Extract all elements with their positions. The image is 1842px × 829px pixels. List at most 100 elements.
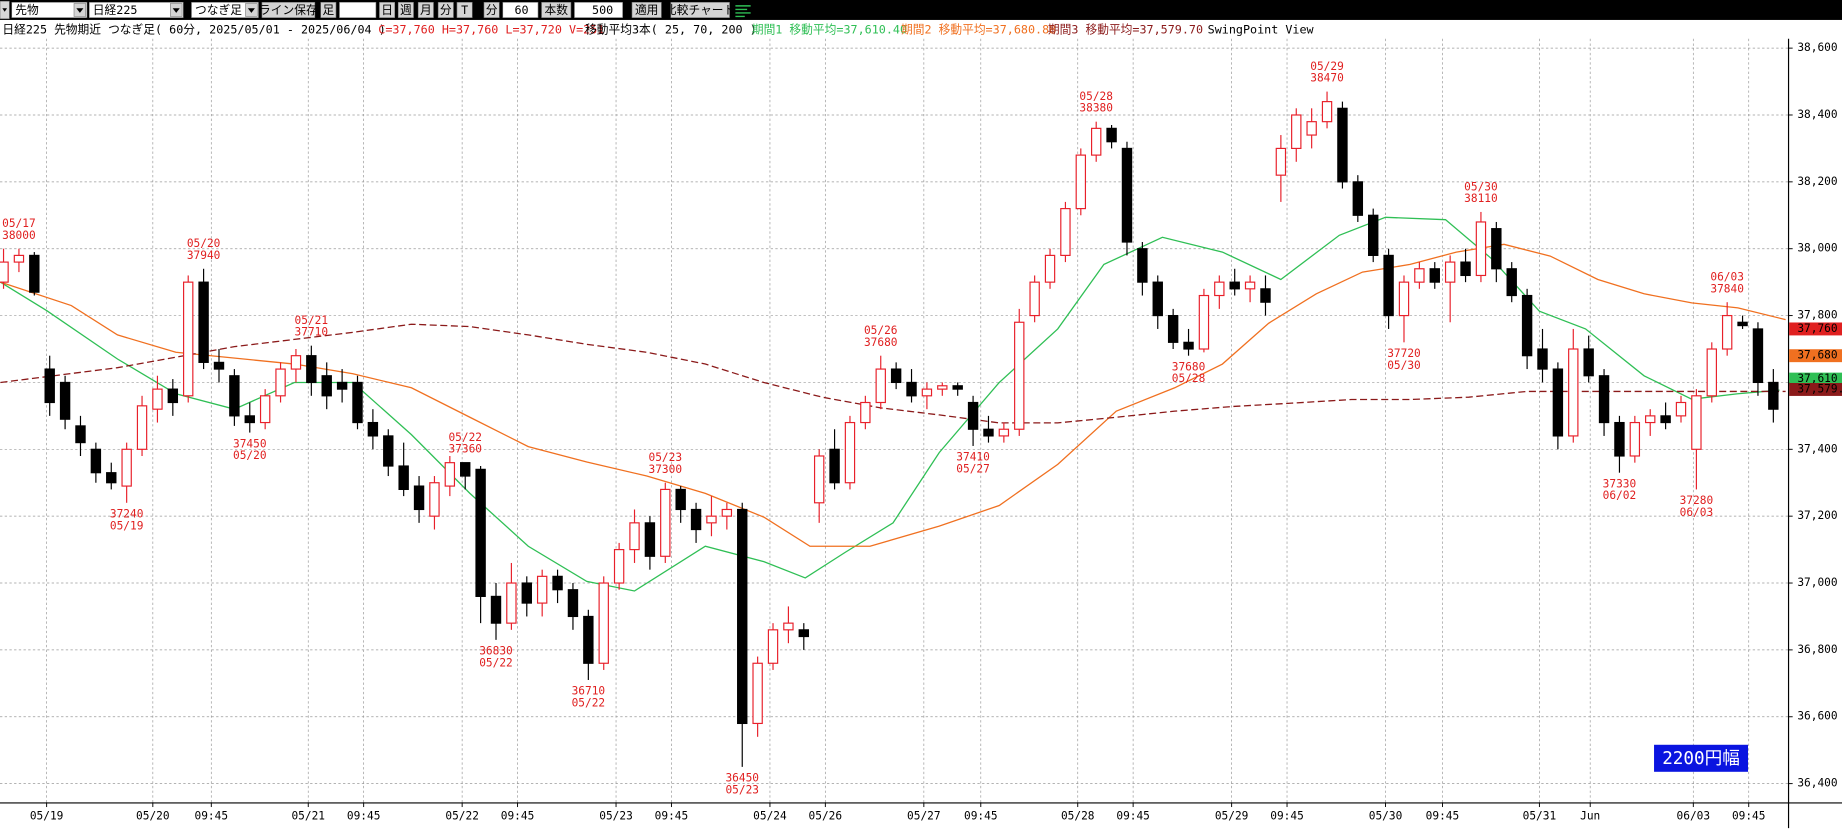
swing-date: 05/30 — [1387, 359, 1421, 372]
chart-icon[interactable] — [734, 2, 752, 18]
toolbar-label: 日経225 — [93, 3, 138, 17]
candle-body — [1645, 415, 1656, 424]
input[interactable] — [502, 2, 539, 18]
candle-body — [737, 508, 748, 725]
button[interactable] — [456, 2, 473, 18]
x-tick-label: 05/24 — [753, 809, 787, 822]
period-input[interactable] — [339, 2, 377, 18]
info-bar — [0, 19, 1842, 39]
button[interactable] — [397, 2, 414, 18]
swing-date: 05/21 — [295, 314, 329, 327]
button[interactable] — [631, 2, 662, 18]
candle-body — [1337, 107, 1348, 183]
toolbar-label: 60 — [514, 3, 528, 17]
candle-body — [1768, 381, 1779, 410]
y-tick-label: 37,800 — [1797, 309, 1837, 322]
swing-date: 05/22 — [479, 656, 513, 669]
toolbar-label: 適用 — [635, 3, 658, 17]
x-tick-label: 09:45 — [1732, 809, 1766, 822]
swing-date: 06/03 — [1710, 271, 1744, 284]
button[interactable] — [541, 2, 572, 18]
candle-body — [783, 622, 794, 631]
candle-body — [967, 401, 979, 430]
candle-body — [598, 582, 609, 664]
x-tick-label: 09:45 — [195, 809, 229, 822]
candle-body — [198, 281, 209, 363]
swing-price: 36710 — [572, 685, 606, 698]
swing-date: 06/02 — [1603, 489, 1637, 502]
y-tick-label: 38,200 — [1797, 175, 1837, 188]
candle-body — [1491, 228, 1502, 270]
candle-body — [44, 368, 55, 404]
toolbar-label: 分 — [486, 3, 498, 17]
swing-date: 05/17 — [2, 217, 36, 230]
candle-body — [1029, 281, 1040, 317]
button[interactable] — [670, 2, 730, 18]
x-tick-label: 05/29 — [1215, 809, 1249, 822]
swing-date: 05/30 — [1464, 180, 1498, 193]
candle-body — [1214, 281, 1225, 297]
candle-body — [767, 629, 779, 664]
dropdown[interactable] — [88, 2, 184, 18]
swing-price: 37680 — [864, 336, 898, 349]
swing-date: 05/23 — [649, 451, 683, 464]
candle-body — [0, 261, 9, 283]
x-tick-label: 09:45 — [1116, 809, 1150, 822]
swing-price: 37360 — [448, 443, 482, 456]
x-tick-label: 05/21 — [291, 809, 325, 822]
y-tick-label: 36,400 — [1797, 777, 1837, 790]
button[interactable] — [320, 2, 337, 18]
candle-body — [475, 468, 486, 597]
candle-body — [1737, 321, 1748, 327]
candle-body — [1183, 341, 1194, 350]
candle-body — [121, 448, 132, 487]
menu-arrow-icon — [2, 8, 8, 12]
candle-body — [1691, 395, 1702, 450]
x-tick-label: 06/03 — [1677, 809, 1711, 822]
button[interactable] — [379, 2, 396, 18]
toolbar-label: 本数 — [544, 3, 568, 17]
swing-date: 05/22 — [448, 431, 482, 444]
candle-body — [1552, 368, 1564, 437]
candle-body — [798, 629, 810, 638]
candle-body — [183, 281, 194, 397]
candle-body — [613, 549, 625, 584]
candle-body — [1521, 294, 1533, 357]
swing-date: 05/19 — [110, 519, 144, 532]
candle-body — [1598, 375, 1610, 424]
candle-body — [998, 428, 1010, 437]
input[interactable] — [574, 2, 623, 18]
candle-body — [1583, 348, 1594, 377]
swing-date: 05/28 — [1172, 372, 1206, 385]
candle-body — [983, 428, 994, 437]
candle-body — [552, 575, 563, 591]
button[interactable] — [483, 2, 500, 18]
price-tag — [1789, 372, 1842, 386]
candle-body — [229, 375, 240, 417]
toolbar-label: 500 — [592, 3, 613, 17]
candle-body — [352, 381, 363, 424]
candle-body — [1137, 248, 1148, 283]
button[interactable] — [417, 2, 434, 18]
candle-body — [1075, 154, 1087, 210]
candle-body — [860, 401, 871, 424]
candle-body — [13, 254, 25, 263]
swing-date: 05/22 — [572, 696, 606, 709]
candle-body — [275, 368, 286, 397]
candle-body — [644, 522, 656, 557]
candle-body — [1090, 127, 1102, 156]
candle-body — [1660, 415, 1671, 424]
dropdown[interactable] — [191, 2, 259, 18]
dropdown[interactable] — [11, 2, 88, 18]
toolbar-label: 比較チャート — [665, 3, 735, 17]
plot-area: 05/17380003724005/1905/20379403745005/20… — [0, 38, 1788, 803]
swing-price: 37710 — [295, 326, 329, 339]
candle-body — [1414, 268, 1425, 283]
candle-body — [567, 589, 579, 618]
button[interactable] — [437, 2, 454, 18]
x-tick-label: 09:45 — [655, 809, 689, 822]
swing-price: 37330 — [1603, 477, 1637, 490]
candle-body — [1352, 181, 1364, 216]
button[interactable] — [261, 2, 316, 18]
